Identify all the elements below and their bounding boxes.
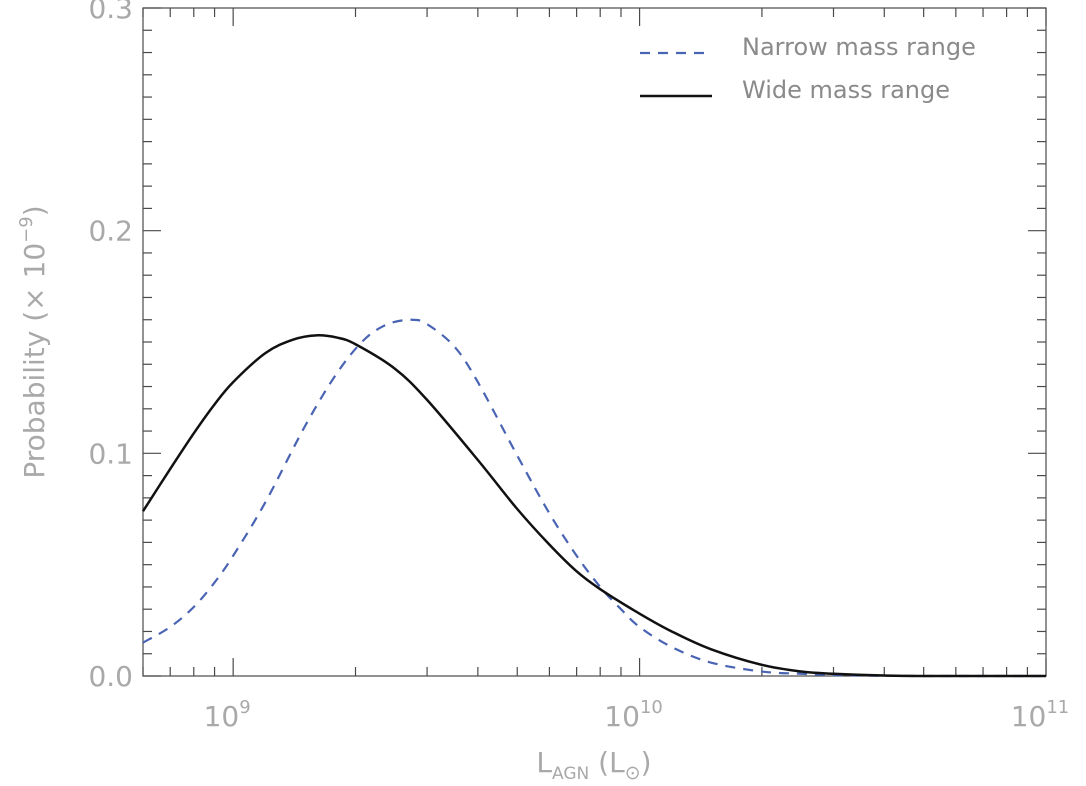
- x-tick-label: 1010: [604, 697, 663, 733]
- series-line-narrow-mass-range: [142, 318, 1046, 678]
- y-tick-label: 0.1: [88, 437, 133, 470]
- x-tick-label: 1011: [1011, 697, 1070, 733]
- x-tick-label-exponent: 11: [1046, 697, 1069, 718]
- x-tick-label: 109: [204, 697, 251, 733]
- y-tick-label: 0.0: [88, 660, 133, 693]
- x-axis-title-close: ): [641, 746, 652, 779]
- legend: Narrow mass range Wide mass range: [640, 33, 976, 104]
- x-tick-label-base: 10: [204, 700, 240, 733]
- x-tick-label-exponent: 10: [640, 697, 663, 718]
- series-lines: [141, 318, 1046, 678]
- series-line-wide-mass-range: [141, 333, 1046, 678]
- y-tick-label: 0.2: [88, 215, 133, 248]
- y-axis-title: Probability (× 10−9): [16, 205, 51, 478]
- x-tick-label-exponent: 9: [239, 697, 250, 718]
- y-axis-title-close: ): [18, 205, 51, 216]
- x-tick-label-base: 10: [604, 700, 640, 733]
- x-axis-title-main: L: [536, 746, 552, 779]
- plot-frame: [142, 7, 1047, 677]
- x-axis-title-subscript-sun: ⊙: [625, 762, 641, 784]
- axis-ticks: [142, 7, 1047, 677]
- legend-label-wide-mass-range: Wide mass range: [742, 76, 950, 104]
- x-axis-title: LAGN (L⊙): [536, 746, 651, 784]
- legend-label-narrow-mass-range: Narrow mass range: [742, 33, 976, 61]
- y-axis-title-main: Probability (× 10: [18, 243, 51, 479]
- y-tick-label: 0.3: [88, 0, 133, 25]
- x-tick-label-base: 10: [1011, 700, 1047, 733]
- y-axis-title-exponent: −9: [16, 216, 37, 243]
- x-axis-title-subscript: AGN: [552, 764, 589, 784]
- x-axis-title-open: (L: [589, 746, 625, 779]
